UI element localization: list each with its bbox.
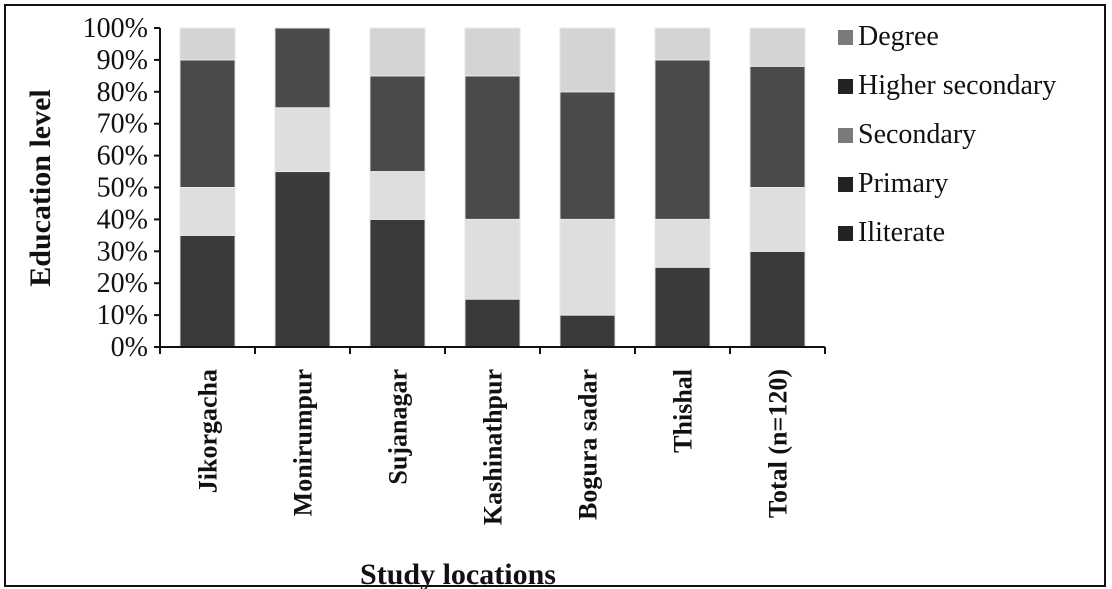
x-category-label: Jikorgacha (194, 369, 223, 493)
x-category-label: Bogura sadar (574, 369, 603, 520)
bar-segment (179, 59, 236, 188)
legend-label: Higher secondary (858, 70, 1056, 101)
bar-segment (369, 218, 426, 348)
y-tick-label: 30% (97, 236, 148, 267)
bar-segment (369, 75, 426, 173)
legend-swatch (838, 128, 853, 143)
x-category-label: Thishal (669, 369, 698, 453)
y-tick-label: 90% (97, 45, 148, 76)
bar-segment (559, 314, 616, 348)
y-axis-ticks: 0%10%20%30%40%50%60%70%80%90%100% (83, 13, 160, 363)
bar-segment (749, 27, 806, 67)
legend-label: Iliterate (858, 217, 945, 248)
y-tick-label: 70% (97, 109, 148, 140)
bar-segment (274, 27, 331, 109)
bar-segment (274, 171, 331, 348)
x-category-label: Kashinathpur (479, 369, 508, 525)
legend-swatch (838, 79, 853, 94)
axes (159, 28, 826, 354)
bar-segment (654, 59, 711, 220)
bar-segment (369, 171, 426, 220)
y-tick-label: 100% (83, 13, 148, 44)
bar-segment (749, 187, 806, 252)
y-axis-title: Education level (24, 89, 57, 287)
bar-segment (749, 250, 806, 348)
bar-segment (369, 27, 426, 77)
y-tick-label: 60% (97, 141, 148, 172)
bar-segment (179, 234, 236, 348)
y-tick-label: 50% (97, 173, 148, 204)
y-tick-label: 10% (97, 300, 148, 331)
bar-segment (559, 27, 616, 93)
bar-segment (274, 107, 331, 173)
bar-segment (749, 65, 806, 188)
legend-swatch (838, 177, 853, 192)
y-tick-label: 80% (97, 77, 148, 108)
x-axis-labels: Jikorgacha Monirumpur Sujanagar Kashinathpu… (194, 369, 793, 525)
y-tick-label: 0% (111, 332, 148, 363)
bar-segment (559, 218, 616, 316)
bar-segment (179, 27, 236, 61)
bars (179, 27, 806, 348)
x-category-label: Sujanagar (384, 369, 413, 485)
bar-segment (464, 75, 521, 220)
legend-label: Primary (858, 168, 948, 199)
bar-segment (464, 27, 521, 77)
legend: Degree Higher secondary Secondary Primary Il… (838, 21, 1056, 248)
bar-segment (559, 91, 616, 220)
legend-label: Degree (858, 21, 939, 52)
legend-swatch (838, 226, 853, 241)
bar-segment (654, 27, 711, 61)
bar-segment (654, 266, 711, 348)
bar-segment (654, 218, 711, 268)
legend-label: Secondary (858, 119, 976, 150)
bar-segment (179, 187, 236, 236)
x-category-label: Total (n=120) (764, 369, 793, 518)
bar-segment (464, 218, 521, 300)
y-tick-label: 40% (97, 204, 148, 235)
bar-segment (464, 298, 521, 348)
x-category-label: Monirumpur (289, 369, 318, 516)
legend-swatch (838, 30, 853, 45)
x-axis-title: Study locations (360, 558, 556, 589)
y-tick-label: 20% (97, 268, 148, 299)
chart-frame (4, 4, 1106, 587)
